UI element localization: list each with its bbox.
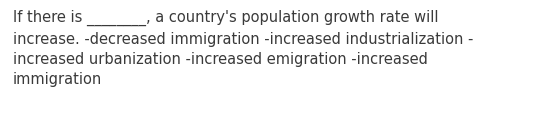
Text: If there is ________, a country's population growth rate will
increase. -decreas: If there is ________, a country's popula… <box>13 10 473 87</box>
